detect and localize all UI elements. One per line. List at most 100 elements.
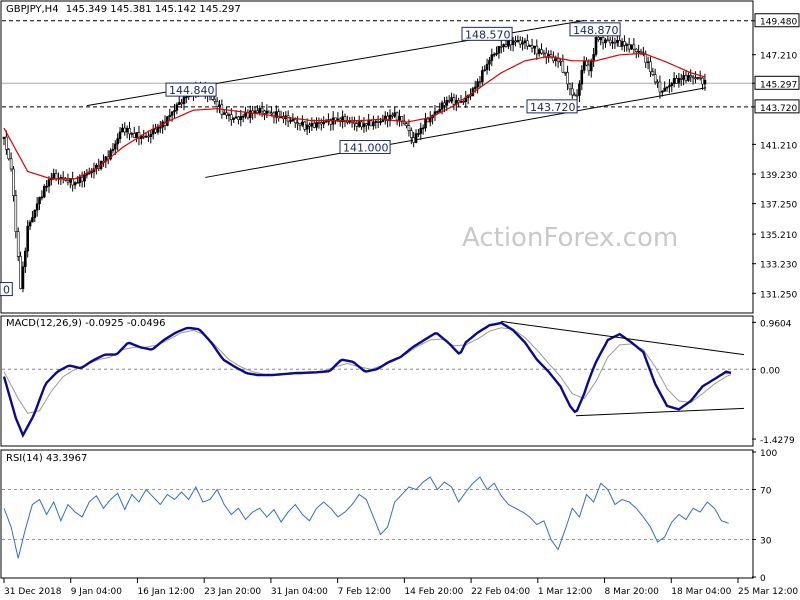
candle-body — [528, 45, 531, 47]
candle-body — [19, 256, 22, 289]
y-tick-label: 135.210 — [760, 231, 797, 241]
candle-body — [177, 102, 181, 106]
candle-body — [40, 196, 44, 199]
candle-body — [346, 121, 349, 123]
macd-y-tick-label: -1.4279 — [760, 436, 795, 446]
candle-body — [256, 110, 259, 113]
candle-body — [322, 121, 325, 125]
rsi-y-tick-label: 30 — [760, 537, 772, 547]
candle-body — [651, 71, 655, 75]
candle-body — [26, 225, 29, 252]
candle-body — [395, 112, 399, 121]
candle-body — [291, 119, 295, 121]
candle-body — [173, 110, 176, 113]
candle-body — [568, 83, 572, 90]
candle-body — [213, 99, 217, 102]
y-tick-label: 133.230 — [760, 261, 797, 271]
candle-body — [12, 168, 15, 196]
candle-body — [78, 176, 82, 183]
candle-body — [481, 70, 484, 83]
candle-body — [658, 81, 662, 93]
candle-body — [315, 122, 318, 128]
candle-body — [665, 86, 669, 89]
price-panel-frame — [0, 0, 754, 314]
candle-body — [76, 182, 79, 184]
candle-body — [135, 132, 138, 138]
candle-body — [158, 126, 162, 129]
candle-body — [405, 123, 408, 126]
candle-body — [365, 123, 368, 126]
candle-body — [121, 127, 124, 133]
candle-body — [341, 116, 344, 123]
candle-body — [142, 135, 146, 138]
candle-body — [488, 60, 491, 65]
candle-body — [701, 77, 704, 85]
candle-body — [156, 127, 160, 133]
macd-panel-title: MACD(12,26,9) -0.0925 -0.0496 — [6, 318, 166, 329]
candle-body — [649, 61, 652, 73]
candle-body — [409, 130, 413, 138]
candle-body — [653, 74, 657, 83]
candle-body — [175, 104, 179, 111]
candle-body — [580, 69, 584, 85]
candle-body — [267, 110, 271, 114]
candle-body — [521, 42, 524, 45]
candle-body — [232, 117, 235, 120]
y-tick-label: 137.250 — [760, 201, 797, 211]
candle-body — [80, 176, 84, 182]
macd-y-tick-label: 0.00 — [760, 366, 780, 376]
candle-body — [393, 112, 397, 117]
candle-body — [59, 177, 63, 179]
candle-body — [234, 116, 238, 119]
price-label-text: 141.000 — [343, 142, 389, 155]
candle-body — [443, 102, 446, 106]
candle-body — [42, 186, 46, 198]
candle-body — [125, 127, 129, 133]
candle-body — [585, 60, 588, 66]
x-tick-label: 8 Mar 20:00 — [605, 587, 660, 597]
candle-body — [227, 114, 231, 116]
candle-body — [381, 119, 385, 122]
candle-body — [118, 131, 122, 139]
candle-body — [407, 125, 411, 131]
candle-body — [24, 250, 27, 267]
candle-body — [670, 83, 674, 86]
candle-body — [45, 185, 48, 188]
candle-body — [379, 121, 382, 123]
rsi-y-axis: 100 70 30 0 — [752, 449, 777, 584]
candle-body — [542, 52, 546, 55]
rsi-line — [3, 476, 729, 559]
candle-body — [637, 51, 640, 53]
candle-body — [625, 44, 629, 46]
candle-body — [7, 149, 11, 160]
candle-body — [663, 87, 666, 92]
candle-body — [270, 112, 273, 115]
candle-body — [248, 110, 252, 119]
candle-body — [575, 94, 579, 97]
candle-body — [374, 121, 378, 123]
candle-body — [632, 44, 636, 50]
price-label-148.570: 148.570 — [461, 26, 513, 41]
candle-body — [589, 60, 593, 72]
candle-body — [533, 45, 536, 49]
price-annotations: 144.840 148.570 148.870 143.720 141.000 0 — [0, 22, 621, 297]
candle-body — [672, 78, 676, 84]
candle-body — [578, 83, 581, 96]
symbol-timeframe: GBPJPY,H4 — [6, 4, 59, 15]
candle-body — [376, 121, 380, 123]
candle-body — [473, 86, 477, 89]
candle-bars — [2, 30, 707, 293]
candle-body — [320, 122, 323, 125]
candle-body — [523, 40, 527, 44]
candle-body — [661, 90, 664, 93]
x-tick-label: 31 Dec 2018 — [4, 587, 62, 597]
candle-body — [438, 108, 442, 112]
candle-body — [66, 180, 70, 183]
macd-y-tick-label: 0.9604 — [760, 319, 792, 329]
candle-body — [537, 49, 541, 55]
macd-panel-frame — [0, 315, 754, 447]
macd-signal-line — [3, 327, 732, 414]
candle-body — [502, 44, 505, 47]
candle-body — [317, 122, 321, 124]
